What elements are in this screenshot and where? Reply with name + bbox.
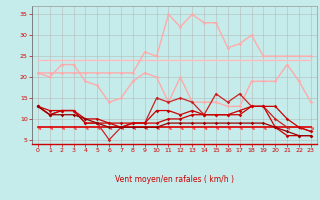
X-axis label: Vent moyen/en rafales ( km/h ): Vent moyen/en rafales ( km/h ) (115, 175, 234, 184)
